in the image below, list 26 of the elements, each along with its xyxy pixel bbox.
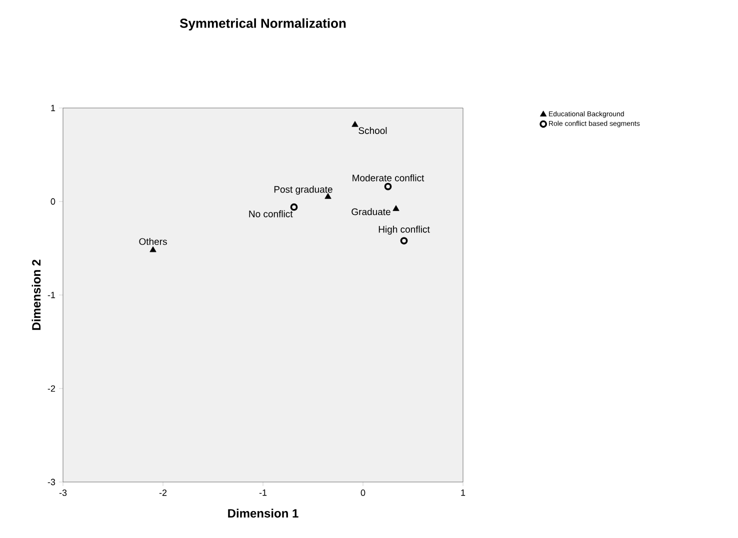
x-tick-label: 1 xyxy=(461,490,466,496)
y-tick-label: -3 xyxy=(48,478,56,486)
chart-title: Symmetrical Normalization xyxy=(180,18,346,30)
point xyxy=(150,246,156,252)
y-tick-label: -1 xyxy=(48,292,56,298)
annotation: Graduate xyxy=(352,208,390,216)
x-tick-label: 0 xyxy=(360,490,366,496)
annotation: No conflict xyxy=(249,210,293,218)
point xyxy=(400,237,408,244)
y-tick-label: 0 xyxy=(50,198,56,205)
y-axis-title: Dimension 2 xyxy=(32,260,41,330)
annotation: School xyxy=(358,127,387,134)
annotation: High conflict xyxy=(378,226,430,235)
annotation: Moderate conflict xyxy=(352,174,424,182)
point xyxy=(352,121,358,127)
x-tick-label: -3 xyxy=(59,490,67,496)
point xyxy=(392,205,400,211)
x-tick-label: -2 xyxy=(159,490,167,496)
y-tick-label: 1 xyxy=(51,104,56,112)
point xyxy=(290,203,298,211)
y-tick-label: -2 xyxy=(48,385,56,392)
x-tick-label: -1 xyxy=(259,490,267,496)
annotation: Others xyxy=(139,238,167,245)
annotation: Post graduate xyxy=(274,186,332,195)
point xyxy=(384,182,392,190)
x-axis-title: Dimension 1 xyxy=(228,508,298,518)
